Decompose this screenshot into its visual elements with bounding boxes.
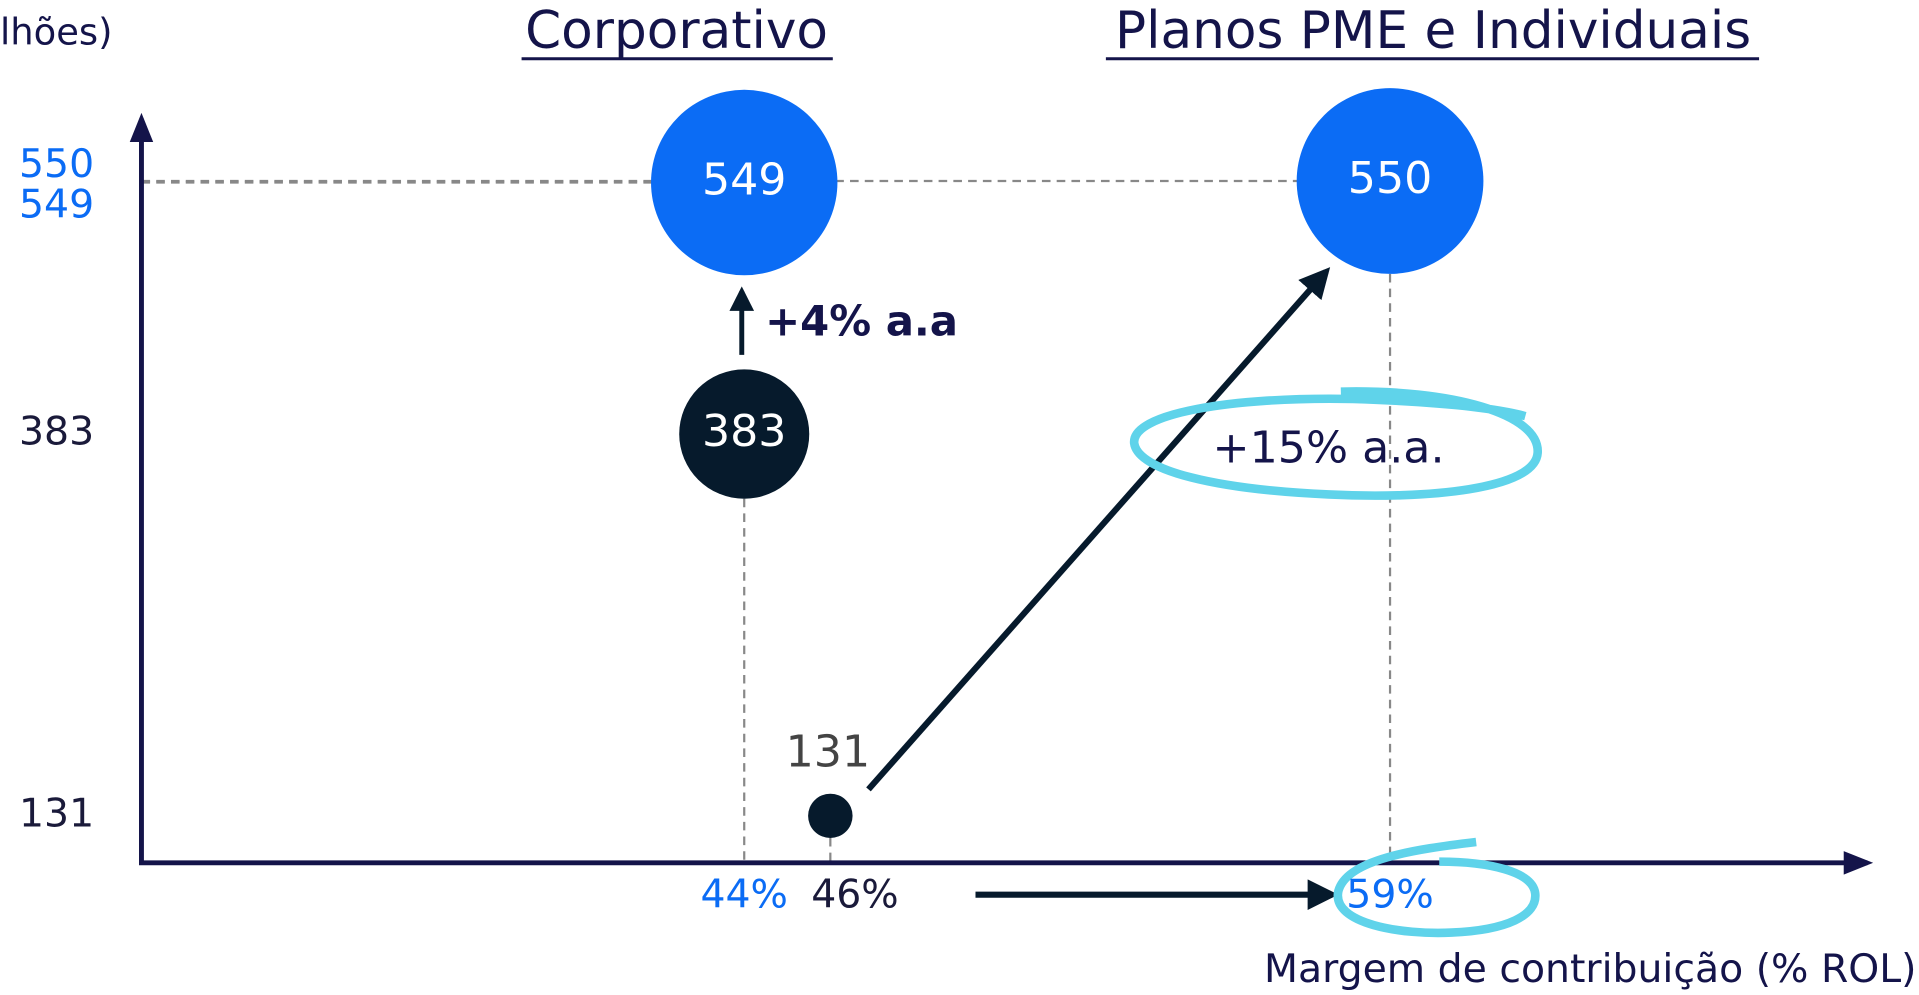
bubble-label: 549 xyxy=(702,155,786,206)
highlight xyxy=(1129,387,1542,938)
x-tick-label: 46% xyxy=(811,873,898,918)
growth-arrow xyxy=(866,267,1331,792)
bubble-label: 131 xyxy=(786,727,870,778)
y-tick-label: 550 xyxy=(19,142,94,187)
bubble xyxy=(808,793,853,838)
panel-title: Corporativo xyxy=(525,1,828,61)
y-tick-label: 549 xyxy=(19,183,94,228)
x-axis-label: Margem de contribuição (% ROL) xyxy=(1264,947,1916,992)
bubble-label: 550 xyxy=(1348,153,1432,204)
annotation: +4% a.a xyxy=(765,296,958,345)
bubble xyxy=(651,89,838,276)
bubbles: 549 383 131 550 xyxy=(651,88,1484,838)
x-tick-label: 44% xyxy=(700,873,787,918)
bubble xyxy=(679,369,810,499)
x-tick-label: 59% xyxy=(1346,873,1433,918)
y-tick-label: 131 xyxy=(19,791,94,836)
bubble xyxy=(1296,88,1484,274)
panel-title: Planos PME e Individuais xyxy=(1115,1,1751,61)
y-tick-label: 383 xyxy=(19,410,94,455)
bubble-label: 383 xyxy=(702,406,786,457)
guides xyxy=(141,179,1392,863)
y-axis-label: lhões) xyxy=(0,11,113,54)
annotation: +15% a.a. xyxy=(1213,422,1445,473)
